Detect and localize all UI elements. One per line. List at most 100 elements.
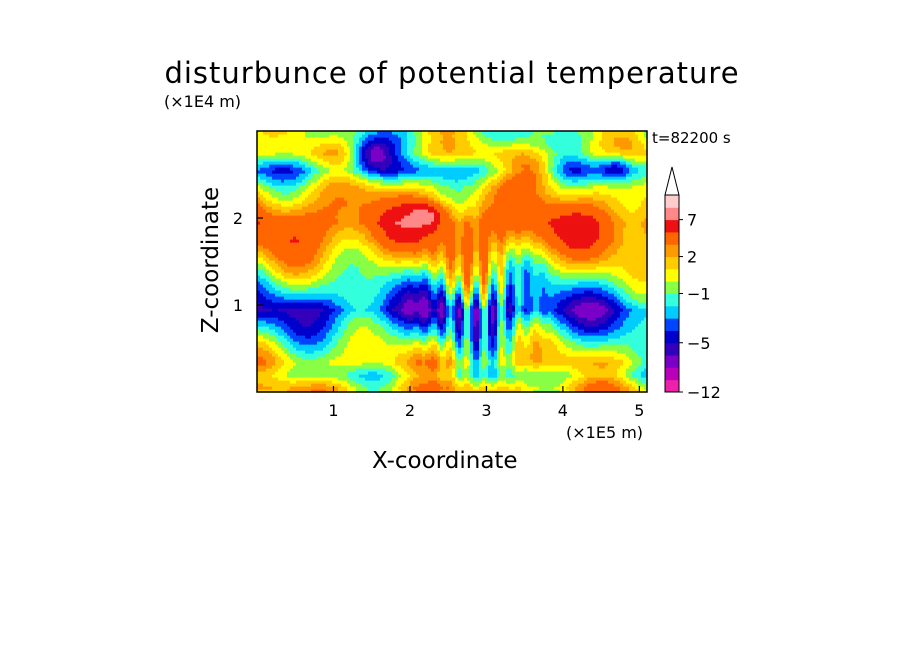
contour-cell (320, 380, 324, 384)
contour-cell (557, 314, 561, 318)
contour-cell (281, 359, 285, 363)
contour-cell (455, 284, 459, 288)
contour-cell (452, 350, 456, 354)
contour-cell (350, 377, 354, 381)
contour-cell (302, 308, 306, 312)
contour-cell (371, 374, 375, 378)
contour-cell (518, 350, 522, 354)
contour-cell (299, 320, 303, 324)
contour-cell (425, 362, 429, 366)
contour-cell (479, 368, 483, 372)
contour-cell (389, 296, 393, 300)
contour-cell (362, 344, 366, 348)
contour-cell (413, 380, 417, 384)
contour-cell (422, 374, 426, 378)
contour-cell (446, 335, 450, 339)
contour-cell (581, 302, 585, 306)
contour-cell (299, 353, 303, 357)
contour-cell (344, 332, 348, 336)
contour-cell (362, 356, 366, 360)
contour-cell (293, 287, 297, 291)
contour-cell (536, 383, 540, 387)
contour-cell (578, 302, 582, 306)
contour-cell (479, 362, 483, 366)
contour-cell (482, 314, 486, 318)
contour-cell (593, 359, 597, 363)
contour-cell (467, 320, 471, 324)
contour-cell (359, 302, 363, 306)
contour-cell (500, 308, 504, 312)
contour-cell (548, 329, 552, 333)
contour-cell (428, 314, 432, 318)
contour-cell (617, 356, 621, 360)
contour-cell (638, 338, 642, 342)
contour-cell (500, 317, 504, 321)
contour-cell (275, 281, 279, 285)
contour-cell (557, 311, 561, 315)
contour-cell (509, 368, 513, 372)
contour-cell (434, 356, 438, 360)
contour-cell (497, 284, 501, 288)
contour-cell (356, 323, 360, 327)
contour-cell (404, 386, 408, 390)
contour-cell (461, 293, 465, 297)
contour-cell (578, 383, 582, 387)
contour-cell (539, 353, 543, 357)
contour-cell (311, 380, 315, 384)
contour-field (257, 131, 648, 393)
contour-cell (488, 377, 492, 381)
contour-cell (302, 347, 306, 351)
contour-cell (515, 284, 519, 288)
contour-cell (257, 275, 261, 279)
contour-cell (500, 371, 504, 375)
contour-cell (287, 314, 291, 318)
contour-cell (368, 326, 372, 330)
contour-cell (329, 347, 333, 351)
contour-cell (338, 347, 342, 351)
contour-cell (578, 296, 582, 300)
contour-cell (590, 296, 594, 300)
contour-cell (542, 353, 546, 357)
contour-cell (335, 311, 339, 315)
contour-cell (293, 302, 297, 306)
contour-cell (314, 365, 318, 369)
contour-cell (335, 296, 339, 300)
contour-cell (521, 353, 525, 357)
contour-cell (350, 293, 354, 297)
contour-cell (497, 326, 501, 330)
contour-cell (458, 314, 462, 318)
contour-cell (347, 290, 351, 294)
contour-cell (389, 377, 393, 381)
contour-cell (440, 317, 444, 321)
contour-cell (509, 362, 513, 366)
contour-cell (260, 275, 264, 279)
contour-cell (620, 371, 624, 375)
contour-cell (518, 377, 522, 381)
contour-cell (380, 305, 384, 309)
contour-cell (302, 302, 306, 306)
contour-cell (569, 290, 573, 294)
contour-cell (278, 290, 282, 294)
contour-cell (611, 317, 615, 321)
contour-cell (389, 281, 393, 285)
contour-cell (605, 374, 609, 378)
contour-cell (644, 383, 648, 387)
contour-cell (560, 365, 564, 369)
contour-cell (569, 320, 573, 324)
contour-cell (542, 383, 546, 387)
contour-cell (572, 341, 576, 345)
contour-cell (374, 359, 378, 363)
contour-cell (470, 287, 474, 291)
contour-cell (413, 296, 417, 300)
time-label: t=82200 s (652, 129, 731, 147)
contour-cell (425, 281, 429, 285)
contour-cell (524, 302, 528, 306)
contour-cell (620, 329, 624, 333)
contour-cell (332, 329, 336, 333)
contour-cell (320, 341, 324, 345)
contour-cell (515, 332, 519, 336)
contour-cell (281, 374, 285, 378)
contour-cell (524, 347, 528, 351)
contour-cell (317, 341, 321, 345)
contour-cell (383, 347, 387, 351)
